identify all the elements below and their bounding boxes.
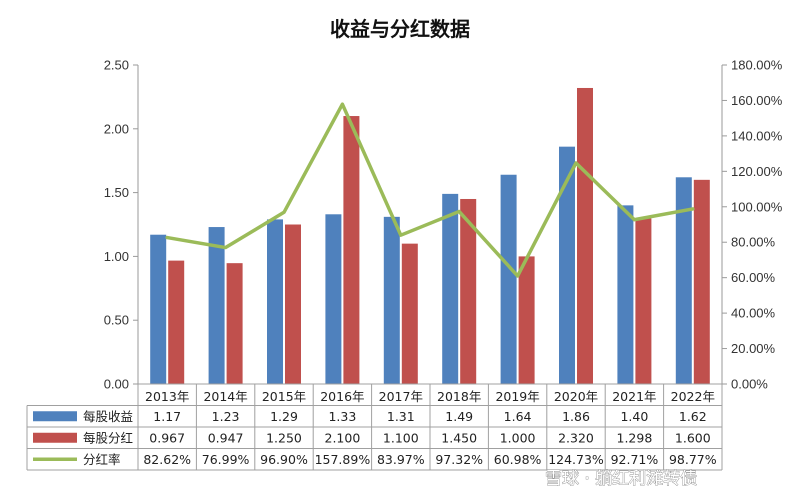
dividend-bar <box>343 116 360 384</box>
data-label: 97.32% <box>435 452 483 467</box>
eps-bar <box>559 146 575 384</box>
left-axis-tick-label: 2.50 <box>104 58 129 73</box>
data-label: 83.97% <box>377 452 425 467</box>
category-label: 2016年 <box>320 389 364 404</box>
left-axis-tick-label: 1.00 <box>104 249 129 264</box>
category-label: 2022年 <box>671 389 715 404</box>
data-label: 1.450 <box>441 430 477 445</box>
data-label: 1.298 <box>617 430 653 445</box>
data-label: 96.90% <box>260 452 308 467</box>
category-label: 2013年 <box>145 389 189 404</box>
right-axis-tick-label: 100.00% <box>731 199 783 214</box>
eps-bar <box>208 227 225 384</box>
category-label: 2019年 <box>495 389 539 404</box>
right-axis-tick-label: 140.00% <box>731 128 783 143</box>
dividend-bar <box>693 179 710 384</box>
dividend-bar <box>168 260 185 384</box>
dividend-bar <box>577 87 593 384</box>
category-label: 2018年 <box>437 389 481 404</box>
legend-key <box>33 432 77 443</box>
chart-title: 收益与分红数据 <box>330 17 470 41</box>
data-label: 1.600 <box>675 430 711 445</box>
eps-bar <box>267 219 283 384</box>
legend-label: 每股收益 <box>83 409 133 424</box>
data-label: 1.17 <box>153 409 181 424</box>
data-label: 92.71% <box>611 452 659 467</box>
data-label: 1.250 <box>266 430 302 445</box>
data-label: 0.947 <box>208 430 244 445</box>
category-label: 2020年 <box>554 389 598 404</box>
right-axis-tick-label: 60.00% <box>731 270 776 285</box>
left-axis-tick-label: 2.00 <box>104 121 129 136</box>
category-label: 2014年 <box>203 389 247 404</box>
data-label: 60.98% <box>494 452 542 467</box>
eps-bar <box>325 214 342 384</box>
data-label: 98.77% <box>669 452 717 467</box>
dividend-bar <box>460 198 477 384</box>
category-label: 2017年 <box>379 389 423 404</box>
legend-label: 每股分红 <box>83 430 133 445</box>
data-label: 82.62% <box>143 452 191 467</box>
data-label: 1.64 <box>504 409 532 424</box>
dividend-bar <box>226 263 243 384</box>
data-label: 76.99% <box>202 452 250 467</box>
payout-ratio-line <box>165 102 695 278</box>
data-label: 1.40 <box>620 409 648 424</box>
right-axis-tick-label: 0.00% <box>731 377 768 392</box>
watermark: 雪球 · 躺红利滩转债 <box>545 469 697 489</box>
eps-bar <box>500 174 517 384</box>
category-label: 2021年 <box>612 389 656 404</box>
left-axis-tick-label: 0.00 <box>104 377 129 392</box>
data-label: 1.62 <box>679 409 707 424</box>
data-label: 2.100 <box>325 430 361 445</box>
eps-bar <box>150 234 167 384</box>
data-label: 0.967 <box>149 430 185 445</box>
left-axis-tick-label: 0.50 <box>104 313 129 328</box>
right-axis-tick-label: 80.00% <box>731 235 776 250</box>
legend-key <box>33 411 77 422</box>
dividend-bar <box>401 243 418 384</box>
dividend-bar <box>518 256 535 384</box>
right-axis-tick-label: 180.00% <box>731 58 783 73</box>
data-label: 1.49 <box>445 409 473 424</box>
data-label: 1.100 <box>383 430 419 445</box>
data-label: 1.31 <box>387 409 415 424</box>
data-label: 2.320 <box>558 430 594 445</box>
right-axis-tick-label: 40.00% <box>731 306 776 321</box>
right-axis-tick-label: 160.00% <box>731 93 783 108</box>
right-axis-tick-label: 20.00% <box>731 341 776 356</box>
data-label: 1.86 <box>562 409 590 424</box>
eps-bar <box>675 177 692 384</box>
eps-bar <box>442 193 459 384</box>
legend-label: 分红率 <box>83 452 121 467</box>
eps-bar <box>617 205 634 384</box>
data-label: 1.23 <box>212 409 240 424</box>
category-label: 2015年 <box>262 389 306 404</box>
dividend-bar <box>285 224 301 384</box>
data-label: 157.89% <box>315 452 371 467</box>
dividend-bar <box>635 218 652 384</box>
left-axis-tick-label: 1.50 <box>104 185 129 200</box>
eps-bar <box>383 216 400 384</box>
right-axis-tick-label: 120.00% <box>731 164 783 179</box>
data-label: 1.29 <box>270 409 298 424</box>
data-label: 1.33 <box>328 409 356 424</box>
data-label: 124.73% <box>548 452 604 467</box>
data-label: 1.000 <box>500 430 536 445</box>
